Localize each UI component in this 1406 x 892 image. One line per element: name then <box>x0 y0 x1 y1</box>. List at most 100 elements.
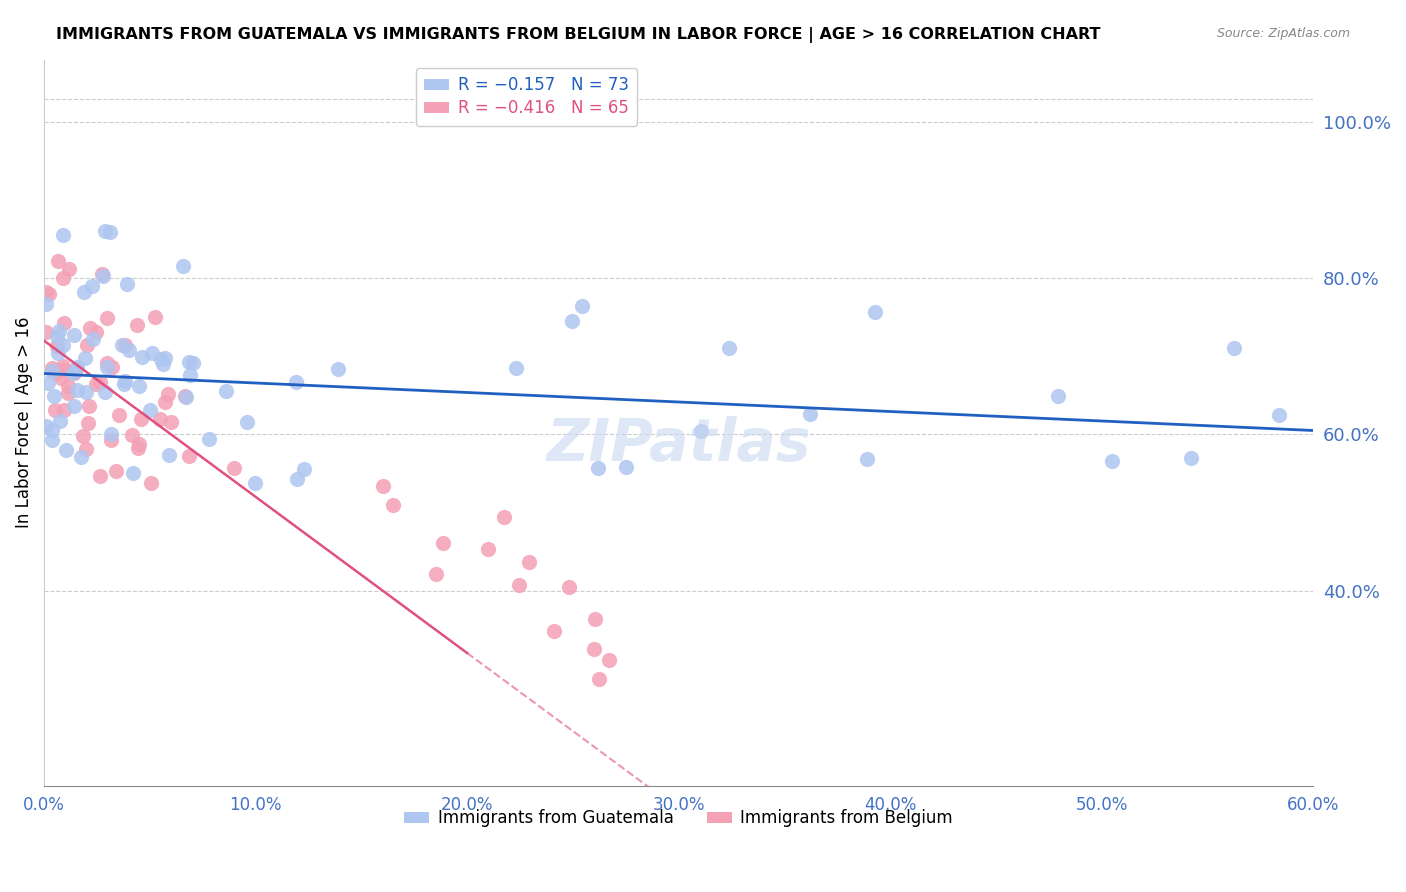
Point <box>46 345 69 359</box>
Point <box>101 359 124 374</box>
Point <box>1268 408 1291 422</box>
Point <box>174 390 197 404</box>
Point <box>328 361 350 376</box>
Point <box>614 460 637 475</box>
Point <box>66 384 89 398</box>
Point <box>41 364 63 378</box>
Point <box>52 316 75 330</box>
Point <box>292 461 315 475</box>
Point <box>160 415 183 429</box>
Point <box>183 356 205 370</box>
Point <box>114 374 136 388</box>
Point <box>222 461 245 475</box>
Point <box>425 567 447 582</box>
Point <box>717 341 740 355</box>
Point <box>89 375 111 389</box>
Point <box>114 338 136 352</box>
Point <box>96 356 118 370</box>
Point <box>53 362 76 376</box>
Point <box>150 352 173 367</box>
Point <box>1101 454 1123 468</box>
Point <box>98 225 121 239</box>
Point <box>505 360 527 375</box>
Point <box>128 437 150 451</box>
Text: IMMIGRANTS FROM GUATEMALA VS IMMIGRANTS FROM BELGIUM IN LABOR FORCE | AGE > 16 C: IMMIGRANTS FROM GUATEMALA VS IMMIGRANTS … <box>56 27 1101 43</box>
Point <box>56 386 79 401</box>
Point <box>41 360 63 375</box>
Point <box>94 384 117 399</box>
Text: Source: ZipAtlas.com: Source: ZipAtlas.com <box>1216 27 1350 40</box>
Legend: Immigrants from Guatemala, Immigrants from Belgium: Immigrants from Guatemala, Immigrants fr… <box>396 801 962 836</box>
Point <box>799 407 821 421</box>
Point <box>107 408 129 422</box>
Point <box>75 351 97 365</box>
Point <box>41 423 63 437</box>
Point <box>86 325 108 339</box>
Point <box>38 287 60 301</box>
Point <box>127 442 149 456</box>
Point <box>91 268 114 283</box>
Point <box>37 376 59 391</box>
Point <box>121 427 143 442</box>
Point <box>72 429 94 443</box>
Point <box>127 318 149 332</box>
Point <box>215 384 238 398</box>
Point <box>598 653 620 667</box>
Point <box>112 377 135 392</box>
Point <box>508 578 530 592</box>
Point <box>128 379 150 393</box>
Point <box>477 541 499 556</box>
Point <box>1180 451 1202 466</box>
Point <box>235 415 257 429</box>
Point <box>152 357 174 371</box>
Point <box>172 259 194 273</box>
Point <box>46 253 69 268</box>
Point <box>62 328 84 343</box>
Point <box>52 227 75 242</box>
Point <box>46 329 69 343</box>
Point <box>157 448 180 462</box>
Point <box>63 367 86 381</box>
Text: ZIPatlas: ZIPatlas <box>547 416 811 473</box>
Point <box>141 346 163 360</box>
Point <box>143 310 166 324</box>
Point <box>72 285 94 300</box>
Point <box>285 375 308 389</box>
Point <box>79 320 101 334</box>
Point <box>52 338 75 352</box>
Point <box>52 271 75 285</box>
Point <box>179 368 201 383</box>
Point <box>55 443 77 458</box>
Point <box>583 642 606 657</box>
Point <box>45 339 67 353</box>
Point <box>44 366 66 380</box>
Point <box>89 468 111 483</box>
Point <box>79 399 101 413</box>
Point <box>52 359 75 373</box>
Point <box>139 402 162 417</box>
Point <box>174 389 197 403</box>
Point <box>177 355 200 369</box>
Point <box>583 612 606 626</box>
Point <box>588 672 610 686</box>
Point <box>1223 341 1246 355</box>
Point <box>153 394 176 409</box>
Point <box>75 384 97 399</box>
Point <box>41 433 63 447</box>
Point <box>153 351 176 366</box>
Point <box>65 362 87 376</box>
Point <box>84 377 107 392</box>
Point <box>122 466 145 480</box>
Point <box>149 411 172 425</box>
Point <box>1046 389 1069 403</box>
Point <box>58 379 80 393</box>
Point <box>96 359 118 374</box>
Point <box>543 624 565 639</box>
Point <box>245 476 267 491</box>
Point <box>49 414 72 428</box>
Point <box>53 403 76 417</box>
Point <box>117 277 139 292</box>
Point <box>129 412 152 426</box>
Point <box>44 403 66 417</box>
Point <box>381 498 404 512</box>
